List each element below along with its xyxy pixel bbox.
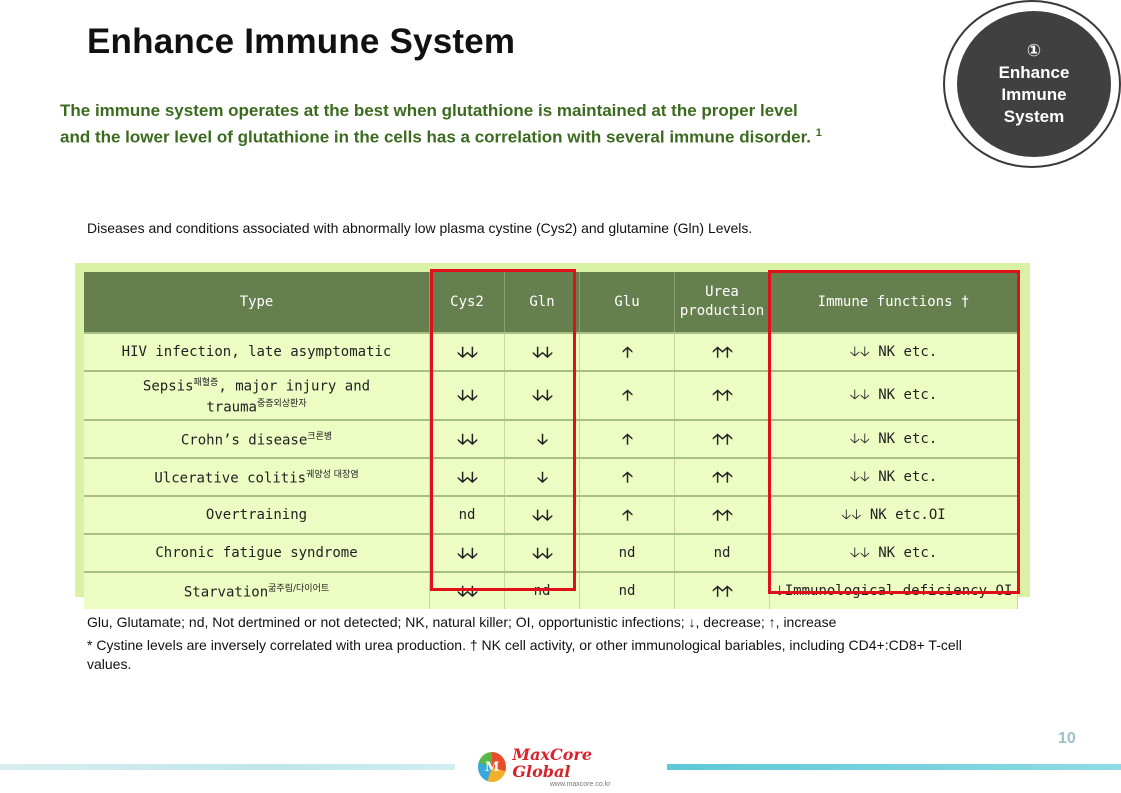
cell-glu: 🡡	[579, 370, 675, 420]
cell-immune: 🡣Immunological deficiency OI	[769, 571, 1018, 609]
cell-gln: 🡣🡣	[504, 332, 580, 371]
cell-type: Sepsis패혈증, major injury and trauma중증외상환자	[84, 370, 430, 420]
logo-url: www.maxcore.co.kr	[549, 780, 611, 788]
cell-urea: 🡡🡡	[674, 370, 770, 420]
cell-type-mid: , major injury and	[218, 378, 371, 395]
badge-number: ①	[1026, 41, 1042, 60]
table-row: Overtraining nd 🡣🡣 🡡 🡡🡡 🡣🡣 NK etc.OI	[84, 495, 1018, 534]
cell-type-note: 굶주림/다이어트	[268, 583, 330, 594]
cell-glu: nd	[579, 533, 675, 572]
table-caption: Diseases and conditions associated with …	[87, 220, 753, 236]
header-cys2: Cys2	[429, 272, 505, 333]
highlight-box-immune	[768, 270, 1020, 594]
cell-gln: 🡣🡣	[504, 370, 580, 420]
table-row: Ulcerative colitis궤양성 대장염 🡣🡣 🡣 🡡 🡡🡡 🡣🡣 N…	[84, 457, 1018, 496]
cell-glu: 🡡	[579, 495, 675, 534]
cell-immune: 🡣🡣 NK etc.	[769, 370, 1018, 420]
header-glu: Glu	[579, 272, 675, 333]
highlight-box-cys2-gln	[430, 269, 576, 591]
cell-type-note: 크론병	[307, 431, 333, 442]
footer-bar-right	[667, 764, 1121, 770]
cell-type-note: 궤양성 대장염	[306, 469, 359, 480]
cell-type-text: Crohn’s disease	[180, 432, 308, 449]
legend-line-1: Glu, Glutamate; nd, Not dertmined or not…	[87, 614, 837, 630]
subtitle-reference: 1	[815, 127, 822, 139]
table-header-row: Type Cys2 Gln Glu Urea production Immune…	[84, 272, 1018, 333]
badge-line-1: Enhance	[998, 63, 1070, 82]
cell-immune: 🡣🡣 NK etc.OI	[769, 495, 1018, 534]
cell-type: Crohn’s disease크론병	[84, 419, 430, 458]
cell-type: HIV infection, late asymptomatic	[84, 332, 430, 371]
legend-line-2: * Cystine levels are inversely correlate…	[87, 637, 962, 672]
cell-gln: 🡣🡣	[504, 533, 580, 572]
cell-glu: 🡡	[579, 332, 675, 371]
cell-type-text-2: trauma	[206, 399, 257, 416]
badge-line-2: Immune	[1001, 85, 1067, 104]
table-row: Sepsis패혈증, major injury and trauma중증외상환자…	[84, 370, 1018, 420]
cell-urea: nd	[674, 533, 770, 572]
cell-gln: 🡣	[504, 419, 580, 458]
subtitle-line-1: The immune system operates at the best w…	[60, 101, 798, 120]
header-type: Type	[84, 272, 430, 333]
header-gln: Gln	[504, 272, 580, 333]
logo-mark-icon: M	[478, 752, 507, 782]
cell-type-text: Sepsis	[142, 378, 194, 395]
cell-gln: 🡣	[504, 457, 580, 496]
cell-urea: 🡡🡡	[674, 457, 770, 496]
table-row: Chronic fatigue syndrome 🡣🡣 🡣🡣 nd nd 🡣🡣 …	[84, 533, 1018, 572]
cell-cys2: 🡣🡣	[429, 457, 505, 496]
cell-cys2: 🡣🡣	[429, 419, 505, 458]
cell-cys2: 🡣🡣	[429, 533, 505, 572]
cell-immune: 🡣🡣 NK etc.	[769, 533, 1018, 572]
cell-cys2: 🡣🡣	[429, 332, 505, 371]
header-urea-line-2: production	[679, 303, 765, 319]
table-row: Starvation굶주림/다이어트 🡣🡣 nd nd 🡡🡡 🡣Immunolo…	[84, 571, 1018, 609]
cell-type: Chronic fatigue syndrome	[84, 533, 430, 572]
cell-type-text: Ulcerative colitis	[154, 470, 307, 487]
cell-gln: 🡣🡣	[504, 495, 580, 534]
logo-text: MaxCore Global www.maxcore.co.kr	[512, 746, 648, 789]
table-row: HIV infection, late asymptomatic 🡣🡣 🡣🡣 🡡…	[84, 332, 1018, 371]
badge-line-3: System	[1003, 107, 1065, 126]
cell-urea: 🡡🡡	[674, 571, 770, 609]
header-immune: Immune functions †	[769, 272, 1018, 333]
table-legend: Glu, Glutamate; nd, Not dertmined or not…	[87, 613, 967, 678]
subtitle-line-2: and the lower level of glutathione in th…	[60, 122, 920, 149]
cell-cys2: nd	[429, 495, 505, 534]
cell-type: Overtraining	[84, 495, 430, 534]
cell-type: Starvation굶주림/다이어트	[84, 571, 430, 609]
section-badge: ① Enhance Immune System	[957, 11, 1111, 157]
cell-urea: 🡡🡡	[674, 495, 770, 534]
cell-urea: 🡡🡡	[674, 332, 770, 371]
cell-glu: nd	[579, 571, 675, 609]
cell-immune: 🡣🡣 NK etc.	[769, 332, 1018, 371]
disease-table: Type Cys2 Gln Glu Urea production Immune…	[84, 272, 1018, 609]
cell-cys2: 🡣🡣	[429, 370, 505, 420]
cell-type-text: Starvation	[183, 584, 269, 601]
footer-bar-left	[0, 764, 455, 770]
table-panel: Type Cys2 Gln Glu Urea production Immune…	[75, 263, 1030, 609]
cell-type-note: 패혈증	[193, 377, 219, 388]
company-logo: M MaxCore Global www.maxcore.co.kr	[478, 746, 648, 788]
subtitle-line-2-text: and the lower level of glutathione in th…	[60, 127, 812, 147]
cell-immune: 🡣🡣 NK etc.	[769, 419, 1018, 458]
subtitle: The immune system operates at the best w…	[60, 100, 920, 149]
page-number: 10	[1058, 730, 1076, 747]
cell-urea: 🡡🡡	[674, 419, 770, 458]
cell-type: Ulcerative colitis궤양성 대장염	[84, 457, 430, 496]
cell-glu: 🡡	[579, 457, 675, 496]
header-urea-line-1: Urea	[705, 284, 739, 300]
cell-type-note-2: 중증외상환자	[256, 398, 307, 409]
logo-name: MaxCore Global	[512, 744, 593, 781]
header-urea: Urea production	[674, 272, 770, 333]
cell-immune: 🡣🡣 NK etc.	[769, 457, 1018, 496]
cell-glu: 🡡	[579, 419, 675, 458]
table-row: Crohn’s disease크론병 🡣🡣 🡣 🡡 🡡🡡 🡣🡣 NK etc.	[84, 419, 1018, 458]
page-title: Enhance Immune System	[87, 22, 516, 61]
